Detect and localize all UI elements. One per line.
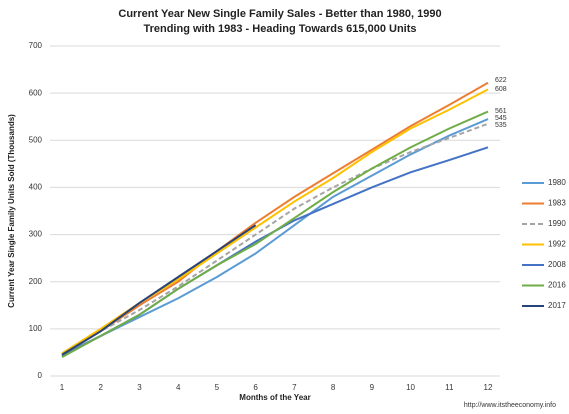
chart-subtitle: Trending with 1983 - Heading Towards 615… [143, 23, 416, 35]
y-tick-label: 0 [38, 371, 43, 380]
y-tick-label: 100 [29, 324, 43, 333]
legend-label: 1990 [548, 219, 566, 228]
legend-label: 1983 [548, 199, 566, 208]
y-tick-label: 600 [29, 88, 43, 97]
x-tick-label: 10 [406, 383, 415, 392]
series-line [61, 146, 489, 358]
series-line [61, 224, 257, 356]
series-line [61, 122, 489, 356]
legend-label: 1980 [548, 178, 566, 187]
end-label: 622 [495, 77, 507, 84]
x-tick-label: 11 [445, 383, 454, 392]
series-line [61, 118, 489, 356]
end-label: 545 [495, 115, 507, 122]
chart-title: Current Year New Single Family Sales - B… [118, 8, 441, 20]
end-label: 535 [495, 122, 507, 129]
x-tick-label: 4 [176, 383, 181, 392]
source: http://www.itstheeconomy.info [464, 402, 556, 409]
y-tick-label: 400 [29, 183, 43, 192]
legend-label: 2016 [548, 281, 566, 290]
end-label: 608 [495, 86, 507, 93]
legend-label: 1992 [548, 240, 566, 249]
x-tick-label: 7 [292, 383, 297, 392]
x-tick-label: 2 [99, 383, 104, 392]
series-line [61, 81, 489, 356]
series-line [61, 110, 489, 359]
x-tick-label: 5 [215, 383, 220, 392]
x-axis-title: Months of the Year [239, 393, 310, 402]
y-axis-title: Current Year Single Family Units Sold (T… [7, 114, 16, 308]
y-tick-label: 500 [29, 135, 43, 144]
x-tick-label: 3 [137, 383, 142, 392]
y-tick-label: 300 [29, 230, 43, 239]
y-tick-label: 200 [29, 277, 43, 286]
legend-label: 2017 [548, 301, 566, 310]
x-tick-label: 8 [331, 383, 336, 392]
y-tick-label: 700 [29, 41, 43, 50]
x-tick-label: 9 [370, 383, 375, 392]
legend-label: 2008 [548, 260, 566, 269]
x-tick-label: 12 [484, 383, 493, 392]
x-tick-label: 1 [60, 383, 65, 392]
x-tick-label: 6 [253, 383, 258, 392]
end-label: 561 [495, 108, 507, 115]
